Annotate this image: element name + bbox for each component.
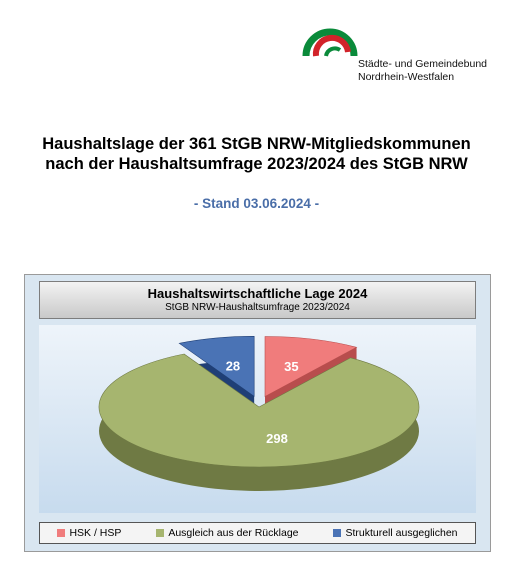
chart-subtitle: StGB NRW-Haushaltsumfrage 2023/2024 [165, 302, 350, 313]
legend-label: Ausgleich aus der Rücklage [168, 527, 299, 539]
pie-slice [178, 336, 255, 397]
pie-data-label: 298 [266, 431, 288, 446]
org-logo-arcs [302, 28, 358, 57]
org-logo: Städte- und Gemeindebund Nordrhein-Westf… [300, 8, 510, 88]
legend-swatch [156, 529, 165, 537]
chart-container: Haushaltswirtschaftliche Lage 2024 StGB … [24, 274, 491, 552]
report-title-line2: nach der Haushaltsumfrage 2023/2024 des … [45, 155, 468, 173]
legend-label: HSK / HSP [69, 527, 122, 539]
pie-chart: 35 298 28 [98, 336, 420, 491]
org-name-line2: Nordrhein-Westfalen [358, 71, 455, 83]
chart-title: Haushaltswirtschaftliche Lage 2024 [147, 286, 368, 301]
legend-item: Strukturell ausgeglichen [333, 527, 458, 539]
pie-slice [98, 353, 420, 468]
pie-data-label: 35 [284, 359, 298, 374]
report-title-line1: Haushaltslage der 361 StGB NRW-Mitglieds… [42, 135, 471, 153]
legend-item: Ausgleich aus der Rücklage [156, 527, 299, 539]
report-date: - Stand 03.06.2024 - [193, 196, 320, 211]
legend-item: HSK / HSP [57, 527, 121, 539]
chart-legend: HSK / HSP Ausgleich aus der Rücklage Struk… [39, 522, 476, 544]
legend-swatch [333, 529, 342, 537]
pie-slice [264, 336, 358, 398]
pie-data-label: 28 [226, 358, 240, 373]
org-name-line1: Städte- und Gemeindebund [358, 58, 488, 70]
legend-label: Strukturell ausgeglichen [345, 527, 458, 539]
legend-swatch [57, 529, 66, 537]
chart-header: Haushaltswirtschaftliche Lage 2024 StGB … [39, 281, 476, 319]
plot-area: 35 298 28 [39, 325, 476, 513]
